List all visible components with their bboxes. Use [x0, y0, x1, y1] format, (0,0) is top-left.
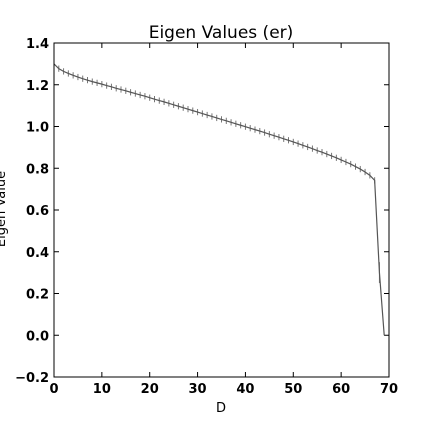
- x-tick-label: 70: [380, 382, 398, 397]
- y-tick-label: 0.0: [26, 329, 49, 344]
- x-axis-label: D: [216, 401, 226, 416]
- y-axis-label: Eigen Value: [0, 171, 9, 247]
- x-tick-label: 60: [332, 382, 350, 397]
- series-line: [53, 63, 385, 336]
- y-tick-label: 0.6: [26, 204, 49, 219]
- x-tick-label: 50: [284, 382, 302, 397]
- plot-area: 0 10 20 30 40 50 60 70 −0.2 0.0 0.2 0.4 0.6 0.8 1.0 1.2…: [15, 37, 398, 397]
- x-tick-label: 10: [93, 382, 111, 397]
- y-tick-label: 0.4: [26, 246, 49, 261]
- chart-title: Eigen Values (er): [149, 23, 294, 43]
- x-tick-label: 40: [236, 382, 254, 397]
- x-tick-label: 20: [141, 382, 159, 397]
- y-tick-label: 1.4: [26, 37, 49, 52]
- y-tick-label: 1.0: [26, 121, 49, 136]
- y-tick-label: 0.2: [26, 288, 49, 303]
- plot-frame: [53, 42, 390, 378]
- y-tick-label: 1.2: [26, 79, 49, 94]
- x-tick-label: 30: [189, 382, 207, 397]
- x-tick-label: 0: [49, 382, 58, 397]
- y-tick-label: 0.8: [26, 162, 49, 177]
- y-tick-label: −0.2: [15, 371, 49, 386]
